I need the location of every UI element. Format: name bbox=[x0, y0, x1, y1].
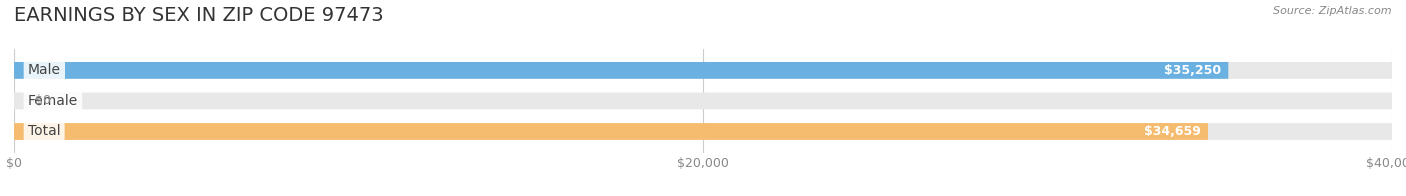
Text: $34,659: $34,659 bbox=[1144, 125, 1201, 138]
Text: Source: ZipAtlas.com: Source: ZipAtlas.com bbox=[1274, 6, 1392, 16]
Text: Female: Female bbox=[28, 94, 79, 108]
Text: $35,250: $35,250 bbox=[1164, 64, 1222, 77]
FancyBboxPatch shape bbox=[14, 93, 1392, 109]
FancyBboxPatch shape bbox=[14, 62, 1392, 79]
Text: $0: $0 bbox=[35, 94, 51, 107]
FancyBboxPatch shape bbox=[14, 123, 1208, 140]
Text: Male: Male bbox=[28, 63, 60, 77]
FancyBboxPatch shape bbox=[14, 123, 1392, 140]
Text: Total: Total bbox=[28, 124, 60, 139]
FancyBboxPatch shape bbox=[14, 62, 1229, 79]
Text: EARNINGS BY SEX IN ZIP CODE 97473: EARNINGS BY SEX IN ZIP CODE 97473 bbox=[14, 6, 384, 25]
